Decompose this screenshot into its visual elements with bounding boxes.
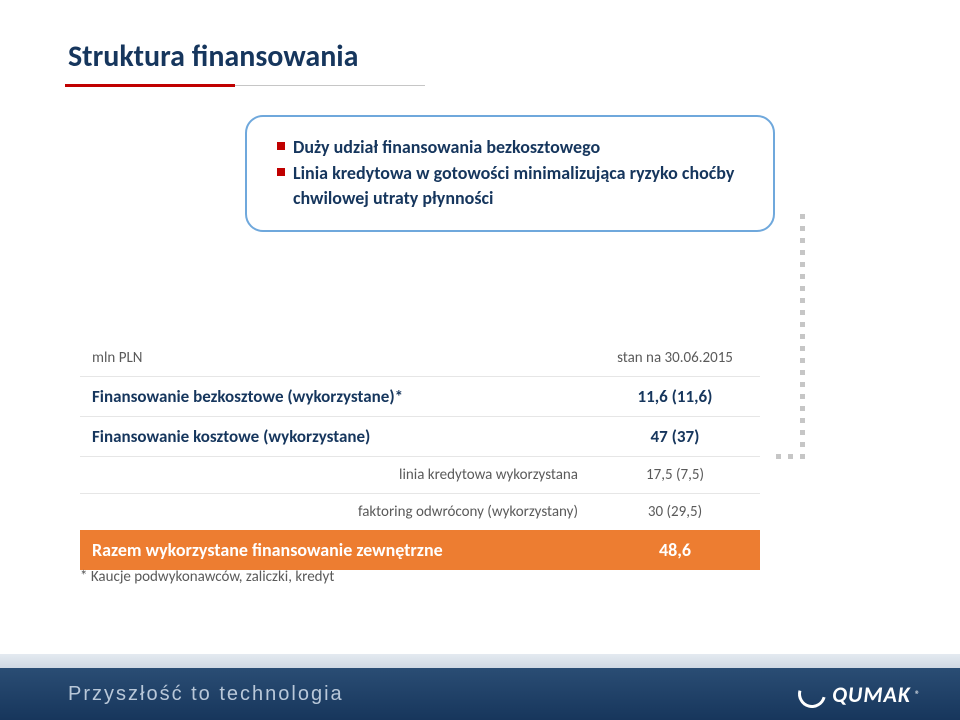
logo-swoosh-icon	[793, 675, 831, 713]
row-label: linia kredytowa wykorzystana	[80, 457, 590, 493]
footnote: * Kaucje podwykonawców, zaliczki, kredyt	[80, 568, 334, 586]
table-header-right: stan na 30.06.2015	[590, 340, 760, 376]
highlight-text: Linia kredytowa w gotowości minimalizują…	[293, 162, 734, 208]
logo-text: QUMAK	[832, 681, 911, 708]
bullet-icon	[277, 168, 285, 176]
table-row: Finansowanie bezkosztowe (wykorzystane)*…	[80, 377, 760, 416]
row-value: 48,6	[590, 530, 760, 570]
row-value: 30 (29,5)	[590, 494, 760, 530]
row-label: Razem wykorzystane finansowanie zewnętrz…	[80, 530, 590, 570]
registered-icon: ®	[915, 688, 920, 701]
row-label: Finansowanie bezkosztowe (wykorzystane)*	[80, 377, 590, 416]
footer-bar-light	[0, 654, 960, 668]
financing-table: mln PLN stan na 30.06.2015 Finansowanie …	[80, 340, 760, 570]
bullet-icon	[277, 142, 285, 150]
row-value: 11,6 (11,6)	[590, 377, 760, 416]
connector-line	[780, 214, 820, 494]
table-header-left: mln PLN	[80, 340, 590, 376]
highlight-item: Duży udział finansowania bezkosztowego	[277, 135, 743, 159]
underline-accent	[65, 84, 235, 87]
page-title: Struktura finansowania	[68, 38, 358, 75]
title-underline	[65, 84, 425, 87]
highlight-item: Linia kredytowa w gotowości minimalizują…	[277, 161, 743, 210]
brand-logo: QUMAK ®	[798, 680, 920, 708]
slide: Struktura finansowania Duży udział finan…	[0, 0, 960, 720]
table-row: Finansowanie kosztowe (wykorzystane) 47 …	[80, 417, 760, 456]
row-value: 47 (37)	[590, 417, 760, 456]
table-row-total: Razem wykorzystane finansowanie zewnętrz…	[80, 530, 760, 570]
table-row: linia kredytowa wykorzystana 17,5 (7,5)	[80, 457, 760, 493]
underline-gray	[235, 85, 425, 86]
highlights-box: Duży udział finansowania bezkosztowego L…	[245, 115, 775, 232]
highlight-text: Duży udział finansowania bezkosztowego	[293, 136, 600, 158]
table-row: faktoring odwrócony (wykorzystany) 30 (2…	[80, 494, 760, 530]
row-label: faktoring odwrócony (wykorzystany)	[80, 494, 590, 530]
footer: Przyszłość to technologia QUMAK ®	[0, 648, 960, 720]
row-label: Finansowanie kosztowe (wykorzystane)	[80, 417, 590, 456]
footer-slogan: Przyszłość to technologia	[68, 683, 344, 706]
table-header-row: mln PLN stan na 30.06.2015	[80, 340, 760, 376]
row-value: 17,5 (7,5)	[590, 457, 760, 493]
